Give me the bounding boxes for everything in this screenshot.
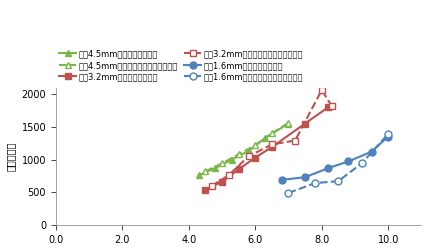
Y-axis label: 頭部傷害値: 頭部傷害値 <box>6 142 16 171</box>
Legend: 板厚4.5mm（スレッド試験）, 板厚4.5mm（シミュレーション解析）, 板厚3.2mm（スレッド試験）, 板厚3.2mm（シミュレーション解析）, 板厚1.: 板厚4.5mm（スレッド試験）, 板厚4.5mm（シミュレーション解析）, 板厚… <box>56 46 307 85</box>
